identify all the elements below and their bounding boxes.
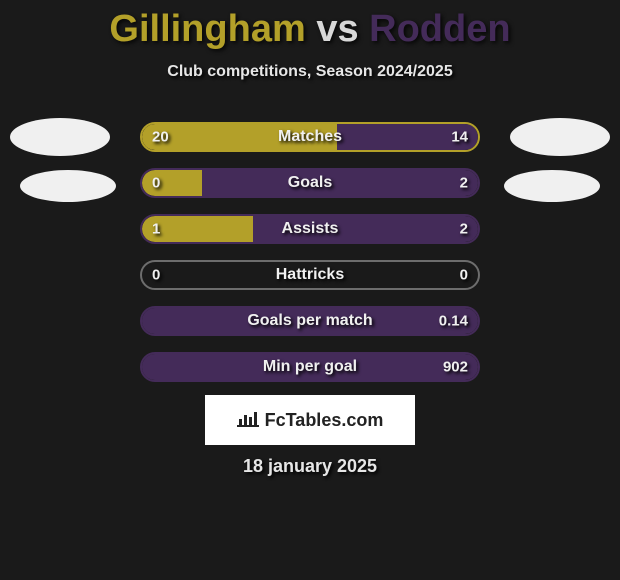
stat-row: Goals per match0.14 [140,306,480,336]
stat-value-left: 0 [152,267,160,284]
date-text: 18 january 2025 [0,456,620,477]
stat-fill-right [142,308,478,334]
stats-container: Matches2014Goals02Assists12Hattricks00Go… [140,122,480,398]
stat-value-right: 14 [451,129,468,146]
stat-value-right: 2 [460,221,468,238]
vs-text: vs [316,8,358,50]
stat-row: Matches2014 [140,122,480,152]
brand-chart-icon [237,411,259,429]
player2-avatar-bottom [504,170,600,202]
player1-avatar-top [10,118,110,156]
stat-fill-left [142,124,337,150]
stat-value-left: 20 [152,129,169,146]
stat-row: Assists12 [140,214,480,244]
brand-badge: FcTables.com [205,395,415,445]
stat-value-left: 1 [152,221,160,238]
stat-fill-right [142,354,478,380]
player1-name: Gillingham [109,8,305,50]
stat-value-left: 0 [152,175,160,192]
stat-row: Hattricks0 0 [140,260,480,290]
stat-fill-right [202,170,478,196]
stat-fill-right [253,216,478,242]
comparison-title: Gillingham vs Rodden [0,0,620,51]
stat-value-right: 0.14 [439,313,468,330]
brand-text: FcTables.com [265,410,384,431]
player1-avatar-bottom [20,170,116,202]
stat-value-right: 902 [443,359,468,376]
player2-avatar-top [510,118,610,156]
stat-row: Goals02 [140,168,480,198]
subtitle: Club competitions, Season 2024/2025 [0,63,620,81]
stat-value-right: 0 [460,267,468,284]
stat-value-right: 2 [460,175,468,192]
stat-row: Min per goal902 [140,352,480,382]
stat-label: Hattricks [142,266,478,284]
player2-name: Rodden [369,8,510,50]
